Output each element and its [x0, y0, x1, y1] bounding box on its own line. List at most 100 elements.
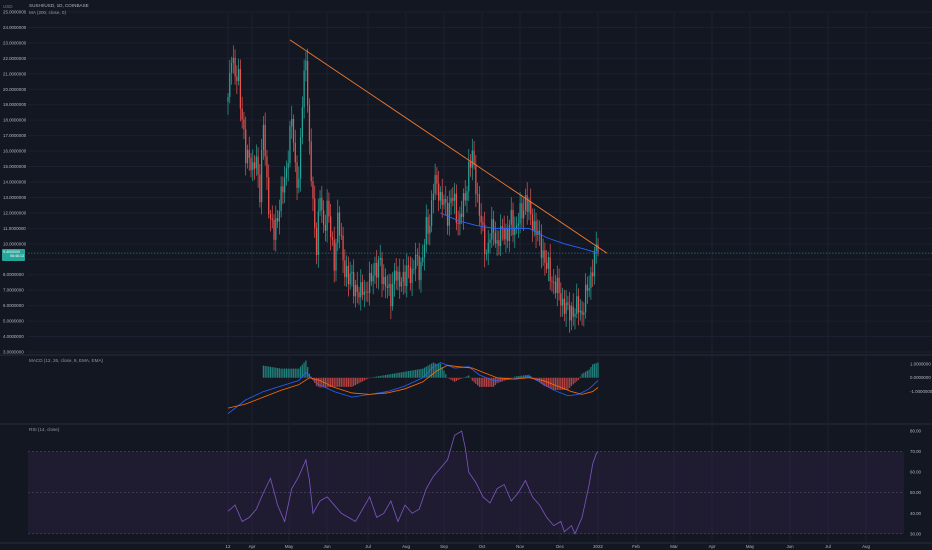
macd-histogram-bar — [345, 377, 348, 387]
macd-histogram-bar — [461, 377, 463, 379]
macd-histogram-bar — [367, 377, 369, 379]
candle-body — [569, 304, 571, 321]
macd-histogram-bar — [432, 362, 434, 378]
time-tick-label: Feb — [632, 544, 640, 549]
macd-histogram-bar — [381, 375, 383, 378]
rsi-pane[interactable] — [28, 430, 904, 535]
macd-histogram-bar — [574, 377, 576, 383]
candle-body — [379, 258, 381, 260]
price-tick-label: 7.0000000 — [3, 288, 24, 293]
candle-body — [579, 310, 581, 313]
time-tick-label: Mar — [670, 544, 678, 549]
macd-histogram-bar — [354, 377, 357, 386]
price-tick-label: 20.0000000 — [3, 87, 27, 92]
price-tick-label: 14.0000000 — [3, 180, 27, 185]
macd-histogram-bar — [487, 377, 489, 387]
candle-body — [478, 194, 481, 216]
macd-histogram-bar — [581, 373, 583, 378]
macd-histogram-bar — [577, 377, 580, 380]
candle-body — [232, 57, 234, 63]
macd-histogram-bar — [344, 377, 346, 387]
macd-histogram-bar — [597, 362, 599, 378]
candle-body — [280, 186, 282, 212]
rsi-indicator-label[interactable]: RSI (14, close) — [29, 427, 60, 432]
candle-body — [273, 220, 275, 240]
macd-histogram-bar — [494, 377, 496, 386]
price-pane[interactable] — [28, 39, 932, 333]
macd-pane[interactable] — [227, 360, 599, 415]
macd-histogram-bar — [445, 374, 447, 378]
candle-body — [261, 149, 263, 203]
macd-histogram-bar — [314, 377, 316, 383]
macd-histogram-bar — [514, 376, 516, 378]
candle-body — [457, 222, 459, 225]
candle-body — [308, 105, 311, 142]
price-tick-label: 23.0000000 — [3, 40, 27, 45]
candle-body — [595, 244, 597, 251]
macd-histogram-bar — [298, 368, 300, 378]
macd-histogram-bar — [305, 360, 307, 378]
macd-histogram-bar — [593, 363, 596, 378]
candle-body — [546, 262, 548, 269]
ma-indicator-label[interactable]: MA (200, close, 0) — [29, 10, 67, 15]
macd-histogram-bar — [376, 376, 378, 378]
macd-histogram-bar — [358, 377, 360, 384]
price-tick-label: 10.0000000 — [3, 241, 27, 246]
macd-histogram-bar — [294, 368, 296, 378]
candle-body — [291, 118, 293, 127]
macd-indicator-label[interactable]: MACD (12, 26, close, 9, EMA, EMA) — [29, 358, 104, 363]
macd-histogram-bar — [351, 377, 353, 387]
candle-body — [393, 270, 396, 284]
macd-histogram-bar — [464, 376, 466, 378]
macd-histogram-bar — [268, 366, 270, 378]
macd-histogram-bar — [517, 376, 519, 378]
macd-histogram-bar — [519, 375, 521, 378]
macd-histogram-bar — [595, 363, 597, 378]
price-tick-label: 15.0000000 — [3, 164, 27, 169]
candle-body — [561, 298, 564, 306]
candle-body — [395, 270, 397, 281]
ma-200-line — [440, 212, 599, 254]
macd-histogram-bar — [324, 377, 326, 388]
macd-histogram-bar — [400, 372, 403, 378]
macd-histogram-bar — [264, 365, 266, 378]
price-tick-label: 25.0000000 — [3, 10, 27, 15]
macd-histogram-bar — [476, 377, 479, 386]
macd-histogram-bar — [356, 377, 358, 385]
candle-body — [430, 200, 433, 226]
symbol-title[interactable]: SUSHI/USD, 1D, COINBASE — [29, 3, 89, 8]
macd-histogram-bar — [284, 368, 286, 378]
candle-body — [386, 286, 388, 288]
candle-body — [446, 202, 449, 226]
rsi-line — [227, 430, 599, 535]
time-tick-label: Dec — [556, 544, 565, 549]
macd-histogram-bar — [579, 376, 581, 378]
macd-histogram-bar — [565, 377, 567, 390]
macd-histogram-bar — [301, 364, 303, 378]
candle-body — [397, 271, 399, 281]
candle-body — [533, 221, 535, 231]
price-tick-label: 22.0000000 — [3, 56, 27, 61]
candle-body — [292, 118, 295, 143]
candle-body — [501, 226, 504, 229]
macd-histogram-bar — [420, 368, 422, 378]
candle-body — [572, 306, 574, 317]
time-tick-label: May — [285, 544, 294, 549]
candle-body — [377, 259, 380, 278]
price-tick-label: 16.0000000 — [3, 149, 27, 154]
rsi-tick-label: 60.00 — [910, 470, 922, 475]
candle-body — [466, 191, 468, 201]
macd-histogram-bar — [556, 377, 558, 390]
candle-body — [475, 165, 477, 195]
candle-body — [333, 239, 335, 271]
price-tick-label: 17.0000000 — [3, 133, 27, 138]
candle-body — [544, 250, 546, 263]
candle-body — [269, 214, 272, 219]
macd-histogram-bar — [570, 377, 573, 386]
candle-body — [284, 177, 286, 193]
price-tick-label: 12.0000000 — [3, 210, 27, 215]
macd-histogram-bar — [296, 368, 298, 378]
macd-histogram-bar — [384, 375, 387, 378]
candle-body — [484, 224, 486, 255]
